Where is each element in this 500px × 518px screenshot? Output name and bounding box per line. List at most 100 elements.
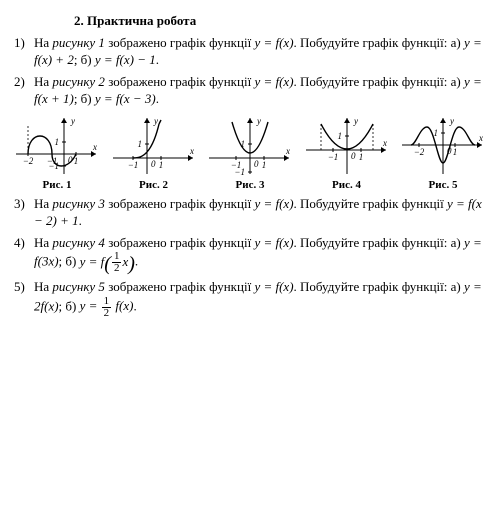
den: 2 bbox=[102, 308, 112, 319]
fig-ref: рисунку 3 bbox=[52, 196, 105, 211]
svg-text:1: 1 bbox=[241, 139, 246, 149]
svg-text:−2: −2 bbox=[414, 147, 425, 157]
t: На bbox=[34, 74, 52, 89]
fig-cap: Рис. 1 bbox=[43, 178, 72, 193]
t: ; б) bbox=[59, 254, 80, 269]
svg-text:y: y bbox=[70, 116, 75, 126]
fig-5: xy0−211Рис. 5 bbox=[400, 114, 486, 193]
fig-ref: рисунку 4 bbox=[52, 235, 105, 250]
fig-cap: Рис. 3 bbox=[236, 178, 265, 193]
t: зображено графік функції bbox=[105, 196, 255, 211]
paren-icon: ) bbox=[128, 253, 135, 275]
task-1: 1) На рисунку 1 зображено графік функції… bbox=[14, 34, 486, 69]
svg-text:0: 0 bbox=[151, 159, 156, 169]
fig-4: xy0−111Рис. 4 bbox=[304, 114, 390, 193]
task-body: На рисунку 2 зображено графік функції y … bbox=[34, 73, 486, 108]
fig-1: xy0−2−111−1Рис. 1 bbox=[14, 114, 100, 193]
t: ; б) bbox=[59, 298, 80, 313]
task-body: На рисунку 1 зображено графік функції y … bbox=[34, 34, 486, 69]
svg-text:1: 1 bbox=[434, 128, 439, 138]
t: ; б) bbox=[74, 91, 95, 106]
task-num: 1) bbox=[14, 34, 34, 69]
task-4: 4) На рисунку 4 зображено графік функції… bbox=[14, 234, 486, 275]
svg-text:x: x bbox=[285, 146, 290, 156]
den: 2 bbox=[112, 263, 122, 274]
svg-text:1: 1 bbox=[358, 152, 363, 162]
paren-icon: ( bbox=[104, 253, 111, 275]
task-body: На рисунку 3 зображено графік функції y … bbox=[34, 195, 486, 230]
t: На bbox=[34, 279, 52, 294]
svg-text:1: 1 bbox=[453, 147, 458, 157]
svg-text:y: y bbox=[256, 116, 261, 126]
task-5: 5) На рисунку 5 зображено графік функції… bbox=[14, 278, 486, 319]
fn: y = f(x) bbox=[254, 235, 293, 250]
t: f(x) bbox=[112, 298, 133, 313]
svg-text:1: 1 bbox=[55, 137, 60, 147]
svg-text:x: x bbox=[92, 142, 97, 152]
svg-text:1: 1 bbox=[137, 139, 142, 149]
figure-row: xy0−2−111−1Рис. 1 xy0−111Рис. 2 xy0−111−… bbox=[14, 114, 486, 193]
opt-b: y = f(x − 3) bbox=[95, 91, 156, 106]
t: y = f bbox=[80, 254, 105, 269]
svg-text:1: 1 bbox=[74, 156, 79, 166]
fn: y = f(x) bbox=[254, 74, 293, 89]
t: . Побудуйте графік функції: а) bbox=[294, 74, 464, 89]
t: ; б) bbox=[74, 52, 95, 67]
t: . Побудуйте графік функції: а) bbox=[294, 35, 464, 50]
fn: y = f(x) bbox=[254, 35, 293, 50]
fig-ref: рисунку 2 bbox=[52, 74, 105, 89]
task-num: 4) bbox=[14, 234, 34, 275]
t: зображено графік функції bbox=[105, 235, 255, 250]
svg-text:x: x bbox=[382, 138, 387, 148]
task-num: 5) bbox=[14, 278, 34, 319]
task-num: 2) bbox=[14, 73, 34, 108]
svg-text:1: 1 bbox=[337, 131, 342, 141]
task-3: 3) На рисунку 3 зображено графік функції… bbox=[14, 195, 486, 230]
svg-text:y: y bbox=[449, 116, 454, 126]
t: На bbox=[34, 196, 52, 211]
task-2: 2) На рисунку 2 зображено графік функції… bbox=[14, 73, 486, 108]
fig-2: x y 0 −1 1 1 Рис. 2 bbox=[111, 114, 197, 193]
svg-text:1: 1 bbox=[158, 160, 163, 170]
svg-text:−2: −2 bbox=[23, 156, 34, 166]
t: . bbox=[156, 52, 159, 67]
opt-b: y = f(x) − 1 bbox=[95, 52, 156, 67]
svg-text:−1: −1 bbox=[48, 161, 59, 171]
svg-text:x: x bbox=[478, 133, 483, 143]
svg-text:−1: −1 bbox=[127, 160, 138, 170]
t: . bbox=[156, 91, 159, 106]
t: . bbox=[133, 298, 136, 313]
t: На bbox=[34, 35, 52, 50]
task-body: На рисунку 5 зображено графік функції y … bbox=[34, 278, 486, 319]
fig-cap: Рис. 2 bbox=[139, 178, 168, 193]
fig-cap: Рис. 5 bbox=[429, 178, 458, 193]
t: . Побудуйте графік функції: а) bbox=[294, 279, 464, 294]
t: зображено графік функції bbox=[105, 35, 255, 50]
t: зображено графік функції bbox=[105, 74, 255, 89]
t: зображено графік функції bbox=[105, 279, 255, 294]
task-body: На рисунку 4 зображено графік функції y … bbox=[34, 234, 486, 275]
t: . Побудуйте графік функції: а) bbox=[294, 235, 464, 250]
opt-b: y = 12 f(x) bbox=[80, 298, 134, 313]
svg-text:−1: −1 bbox=[327, 152, 338, 162]
fn: y = f(x) bbox=[254, 196, 293, 211]
fraction: 12 bbox=[102, 296, 112, 319]
svg-text:y: y bbox=[153, 116, 158, 126]
fraction: 12 bbox=[112, 251, 122, 274]
svg-text:x: x bbox=[189, 146, 194, 156]
svg-text:0: 0 bbox=[254, 159, 259, 169]
t: . bbox=[135, 254, 138, 269]
num: 1 bbox=[102, 296, 112, 308]
svg-text:y: y bbox=[353, 116, 358, 126]
fn: y = f(x) bbox=[254, 279, 293, 294]
fig-ref: рисунку 1 bbox=[52, 35, 105, 50]
t: На bbox=[34, 235, 52, 250]
t: . Побудуйте графік функції bbox=[294, 196, 447, 211]
svg-text:−1: −1 bbox=[234, 167, 245, 176]
t: . bbox=[79, 213, 82, 228]
fig-ref: рисунку 5 bbox=[52, 279, 105, 294]
svg-text:1: 1 bbox=[262, 160, 267, 170]
task-num: 3) bbox=[14, 195, 34, 230]
fig-3: xy0−111−1Рис. 3 bbox=[207, 114, 293, 193]
section-heading: 2. Практична робота bbox=[14, 12, 486, 30]
